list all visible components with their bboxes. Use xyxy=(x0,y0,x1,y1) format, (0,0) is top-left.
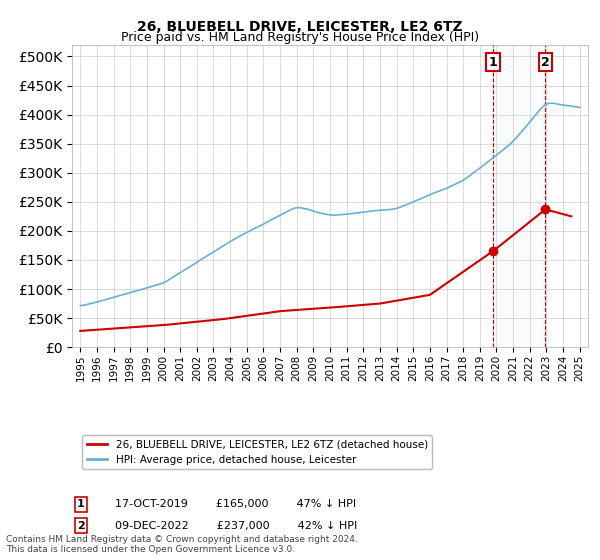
Text: 09-DEC-2022        £237,000        42% ↓ HPI: 09-DEC-2022 £237,000 42% ↓ HPI xyxy=(108,521,358,531)
Text: 17-OCT-2019        £165,000        47% ↓ HPI: 17-OCT-2019 £165,000 47% ↓ HPI xyxy=(108,500,356,510)
Text: 2: 2 xyxy=(77,521,85,531)
Text: Contains HM Land Registry data © Crown copyright and database right 2024.
This d: Contains HM Land Registry data © Crown c… xyxy=(6,535,358,554)
Text: 2: 2 xyxy=(541,56,550,69)
Text: 26, BLUEBELL DRIVE, LEICESTER, LE2 6TZ: 26, BLUEBELL DRIVE, LEICESTER, LE2 6TZ xyxy=(137,20,463,34)
Text: Price paid vs. HM Land Registry's House Price Index (HPI): Price paid vs. HM Land Registry's House … xyxy=(121,31,479,44)
Text: 1: 1 xyxy=(488,56,497,69)
Legend: 26, BLUEBELL DRIVE, LEICESTER, LE2 6TZ (detached house), HPI: Average price, det: 26, BLUEBELL DRIVE, LEICESTER, LE2 6TZ (… xyxy=(82,436,432,469)
Text: 1: 1 xyxy=(77,500,85,510)
Bar xyxy=(493,45,545,347)
